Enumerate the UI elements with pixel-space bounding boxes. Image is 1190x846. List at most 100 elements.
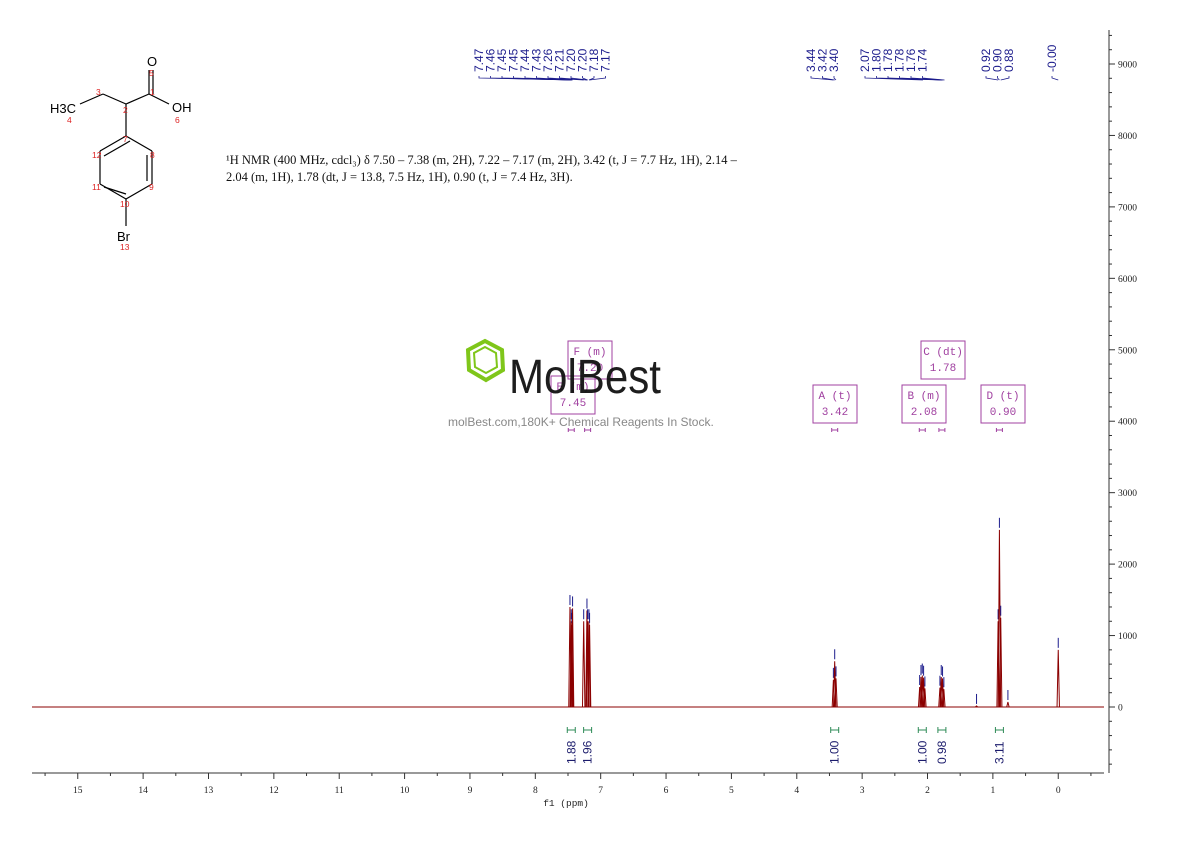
spectrum-peak xyxy=(942,689,946,708)
peak-label-leader xyxy=(833,76,837,81)
integral-bracket xyxy=(994,727,1004,733)
integral-value: 1.00 xyxy=(915,740,929,764)
atom-number: 7 xyxy=(123,134,128,144)
atom-number: 12 xyxy=(92,150,102,160)
multiplet-box xyxy=(980,384,1026,424)
x-tick-label: 13 xyxy=(204,786,214,796)
peak-label-leader xyxy=(985,76,999,81)
peak-label-leader xyxy=(997,76,1000,81)
y-tick-label: 7000 xyxy=(1118,203,1137,213)
peak-label: 1.74 xyxy=(916,48,930,72)
multiplet-name: F (m) xyxy=(573,347,606,359)
atom-number: 2 xyxy=(123,105,128,115)
integral-bracket xyxy=(583,727,593,733)
nmr-description-line-2: 2.04 (m, 1H), 1.78 (dt, J = 13.8, 7.5 Hz… xyxy=(226,170,573,184)
multiplet-box xyxy=(567,340,613,380)
peak-label: 7.17 xyxy=(599,48,613,72)
atom-methyl: H3C xyxy=(50,101,76,116)
y-tick-label: 1000 xyxy=(1118,632,1137,642)
peak-label: 7.45 xyxy=(507,48,521,72)
multiplet-box xyxy=(901,384,947,424)
chemical-structure: O OH H3C Br 1 2 3 4 5 6 7 8 9 10 11 12 1… xyxy=(50,54,192,252)
spectrum-peak xyxy=(570,608,575,708)
spectrum-peak xyxy=(999,617,1003,708)
peak-label: 3.42 xyxy=(816,48,830,72)
atom-hydroxyl: OH xyxy=(172,100,192,115)
y-tick-label: 0 xyxy=(1118,704,1123,714)
multiplet-bracket xyxy=(995,428,1003,432)
peak-label: 3.40 xyxy=(827,48,841,72)
x-tick-label: 3 xyxy=(860,786,865,796)
x-tick-label: 9 xyxy=(468,786,473,796)
atom-number: 3 xyxy=(96,87,101,97)
peak-label: 7.46 xyxy=(484,48,498,72)
peak-label: 1.80 xyxy=(870,48,884,72)
multiplet-shift: 7.20 xyxy=(577,363,603,375)
peak-label: 2.07 xyxy=(858,48,872,72)
integral-bracket xyxy=(566,727,576,733)
atom-oxygen-carbonyl: O xyxy=(147,54,157,69)
peak-label-leader xyxy=(570,76,588,81)
spectrum-peak xyxy=(923,688,927,708)
multiplet-bracket xyxy=(831,428,839,432)
integral-value: 1.00 xyxy=(828,740,842,764)
y-tick-label: 2000 xyxy=(1118,561,1137,571)
multiplet-bracket xyxy=(938,428,946,432)
peak-label-leader xyxy=(922,76,945,81)
x-tick-label: 6 xyxy=(664,786,669,796)
peak-label-leader xyxy=(864,76,923,81)
peak-label: 7.44 xyxy=(518,48,532,72)
peak-label-leader xyxy=(810,76,834,81)
peak-label: 0.92 xyxy=(979,48,993,72)
peak-label-leader xyxy=(547,76,584,81)
peak-label: 0.88 xyxy=(1002,48,1016,72)
nmr-description-line-1: ¹H NMR (400 MHz, cdcl₃) δ 7.50 – 7.38 (m… xyxy=(226,153,737,167)
peak-label: 1.78 xyxy=(893,48,907,72)
x-tick-label: 11 xyxy=(335,786,344,796)
multiplet-name: E (m) xyxy=(556,382,589,394)
multiplet-box xyxy=(920,340,966,380)
integral-value: 1.88 xyxy=(564,740,578,764)
y-tick-label: 5000 xyxy=(1118,346,1137,356)
watermark-tagline: molBest.com,180K+ Chemical Reagents In S… xyxy=(448,415,714,429)
atom-number: 5 xyxy=(149,68,154,78)
peak-label: -0.00 xyxy=(1045,44,1059,72)
peak-label: 7.20 xyxy=(564,48,578,72)
peak-label: 7.20 xyxy=(576,48,590,72)
y-tick-label: 3000 xyxy=(1118,489,1137,499)
peak-label-leader xyxy=(536,76,573,81)
peak-label: 7.21 xyxy=(553,48,567,72)
peak-label-leader xyxy=(1000,76,1010,81)
peak-label: 1.78 xyxy=(881,48,895,72)
integral-bracket xyxy=(937,727,947,733)
atom-number: 9 xyxy=(149,182,154,192)
multiplet-name: C (dt) xyxy=(923,347,963,359)
peak-label-leader xyxy=(582,76,588,81)
nmr-description: ¹H NMR (400 MHz, cdcl₃) δ 7.50 – 7.38 (m… xyxy=(226,152,786,186)
x-tick-label: 1 xyxy=(991,786,996,796)
atom-number: 13 xyxy=(120,242,130,252)
spectrum-peak xyxy=(834,678,838,708)
atom-bromine: Br xyxy=(117,229,131,244)
integral-bracket xyxy=(917,727,927,733)
integral-value: 0.98 xyxy=(935,740,949,764)
peak-label-leader xyxy=(588,76,595,81)
spectrum-peak xyxy=(587,621,591,708)
peak-label-leader xyxy=(589,76,606,81)
peak-label: 7.18 xyxy=(587,48,601,72)
benzene-logo-icon xyxy=(465,338,506,383)
multiplet-box xyxy=(812,384,858,424)
peak-label-leader xyxy=(910,76,944,81)
multiplet-shift: 1.78 xyxy=(930,363,956,375)
watermark-brand: MolBest xyxy=(509,351,661,404)
multiplet-name: B (m) xyxy=(907,391,940,403)
peak-label-leader xyxy=(1051,76,1059,81)
peak-label: 7.43 xyxy=(530,48,544,72)
atom-number: 11 xyxy=(92,182,101,192)
multiplet-shift: 2.08 xyxy=(911,407,937,419)
multiplet-shift: 7.45 xyxy=(560,398,586,410)
multiplet-bracket xyxy=(584,428,592,432)
multiplet-box xyxy=(550,375,596,415)
y-tick-label: 8000 xyxy=(1118,132,1137,142)
